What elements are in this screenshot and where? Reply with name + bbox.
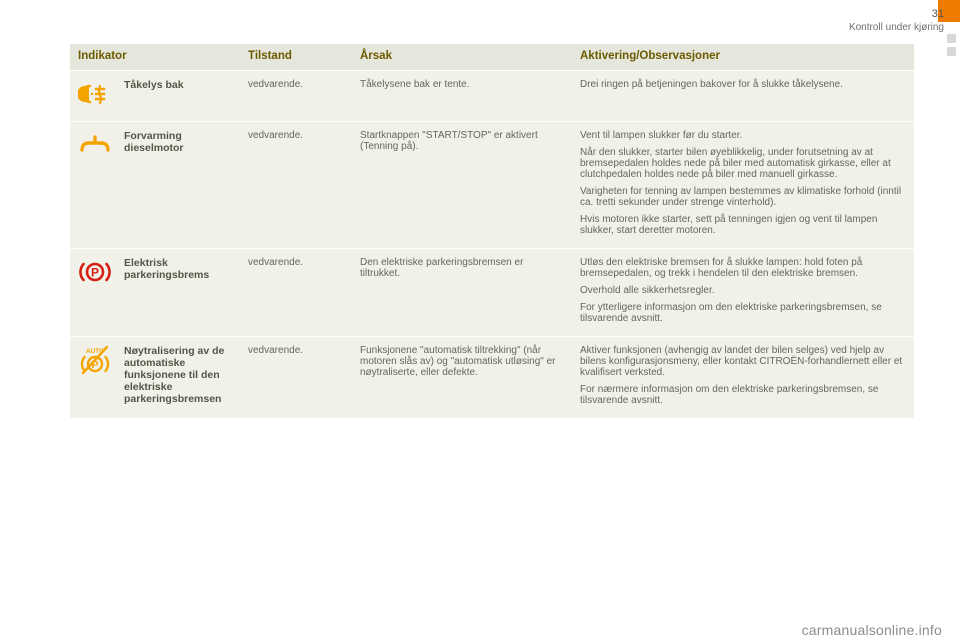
side-marker-dots [947, 34, 956, 56]
aktivering-cell: Vent til lampen slukker før du starter.N… [572, 122, 914, 249]
aktivering-cell: Drei ringen på betjeningen bakover for å… [572, 71, 914, 122]
aarsak-cell: Startknappen "START/STOP" er aktivert (T… [352, 122, 572, 249]
col-aarsak: Årsak [352, 44, 572, 71]
table-header-row: Indikator Tilstand Årsak Aktivering/Obse… [70, 44, 914, 71]
diesel-preheat-icon [78, 132, 112, 158]
tilstand-cell: vedvarende. [240, 249, 352, 337]
aarsak-cell: Tåkelysene bak er tente. [352, 71, 572, 122]
table-row: AUTO P Nøytralisering av de automatiske … [70, 337, 914, 419]
tilstand-cell: vedvarende. [240, 71, 352, 122]
tilstand-cell: vedvarende. [240, 122, 352, 249]
indicator-name: Elektrisk parkeringsbrems [116, 249, 240, 337]
aktivering-cell: Aktiver funksjonen (avhengig av landet d… [572, 337, 914, 419]
page-header-right: 31 Kontroll under kjøring [849, 8, 944, 33]
icon-cell [70, 71, 116, 122]
page-number: 31 [849, 8, 944, 20]
footer-watermark: carmanualsonline.info [802, 622, 942, 638]
indicator-table: Indikator Tilstand Årsak Aktivering/Obse… [70, 44, 914, 419]
indicator-name: Tåkelys bak [116, 71, 240, 122]
col-aktivering: Aktivering/Observasjoner [572, 44, 914, 71]
table-row: Tåkelys bak vedvarende. Tåkelysene bak e… [70, 71, 914, 122]
auto-p-off-icon: AUTO P [78, 347, 112, 373]
fog-rear-icon [78, 81, 112, 107]
table-row: P Elektrisk parkeringsbrems vedvarende. … [70, 249, 914, 337]
col-indikator: Indikator [70, 44, 240, 71]
svg-text:P: P [91, 266, 99, 280]
table-row: Forvarming dieselmotor vedvarende. Start… [70, 122, 914, 249]
col-tilstand: Tilstand [240, 44, 352, 71]
aarsak-cell: Den elektriske parkeringsbremsen er tilt… [352, 249, 572, 337]
icon-cell: P [70, 249, 116, 337]
icon-cell [70, 122, 116, 249]
indicator-name: Nøytralisering av de automatiske funksjo… [116, 337, 240, 419]
section-title: Kontroll under kjøring [849, 22, 944, 33]
tilstand-cell: vedvarende. [240, 337, 352, 419]
epb-icon: P [78, 259, 112, 285]
aktivering-cell: Utløs den elektriske bremsen for å slukk… [572, 249, 914, 337]
icon-cell: AUTO P [70, 337, 116, 419]
aarsak-cell: Funksjonene "automatisk tiltrekking" (nå… [352, 337, 572, 419]
indicator-name: Forvarming dieselmotor [116, 122, 240, 249]
